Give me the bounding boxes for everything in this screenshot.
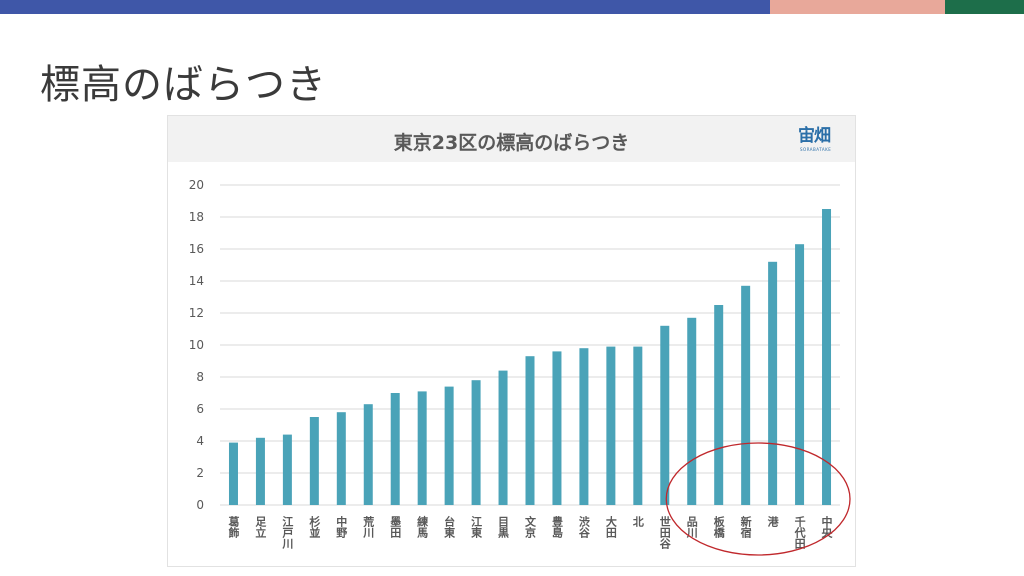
bar bbox=[660, 325, 670, 505]
chart-title: 東京23区の標高のばらつき bbox=[393, 132, 630, 154]
bar bbox=[552, 351, 562, 505]
y-tick-label: 16 bbox=[189, 242, 204, 256]
bar bbox=[525, 356, 535, 505]
x-tick-label: 港 bbox=[766, 515, 779, 528]
y-tick-label: 4 bbox=[196, 434, 204, 448]
x-tick-label: 中央 bbox=[820, 515, 833, 539]
x-tick-label: 江戸川 bbox=[281, 515, 295, 549]
x-tick-label: 墨田 bbox=[389, 516, 402, 539]
bar bbox=[606, 346, 616, 505]
bar bbox=[741, 285, 751, 505]
x-tick-label: 板橋 bbox=[712, 515, 725, 539]
bar bbox=[633, 346, 643, 505]
bar bbox=[336, 412, 346, 505]
y-tick-label: 8 bbox=[196, 370, 204, 384]
y-tick-label: 18 bbox=[189, 210, 204, 224]
y-tick-label: 10 bbox=[189, 338, 204, 352]
x-tick-label: 台東 bbox=[443, 515, 456, 539]
x-tick-label: 世田谷 bbox=[658, 515, 671, 550]
slide-title: 標高のばらつき bbox=[40, 62, 327, 108]
bar bbox=[363, 404, 373, 505]
chart-header bbox=[168, 116, 855, 162]
x-tick-label: 渋谷 bbox=[577, 515, 590, 539]
accent-segment-green bbox=[945, 0, 1024, 14]
y-tick-label: 12 bbox=[189, 306, 204, 320]
x-tick-label: 新宿 bbox=[739, 515, 752, 539]
logo-subtext: SORABATAKE bbox=[800, 147, 832, 152]
x-tick-label: 目黒 bbox=[497, 516, 510, 539]
sorabatake-logo: 宙畑 SORABATAKE bbox=[798, 126, 842, 156]
x-tick-label: 荒川 bbox=[362, 515, 376, 538]
bar bbox=[390, 393, 400, 505]
bar bbox=[687, 317, 697, 505]
highlight-ellipse bbox=[665, 442, 851, 556]
bar bbox=[255, 437, 265, 505]
bar bbox=[309, 417, 319, 505]
y-tick-label: 6 bbox=[196, 402, 204, 416]
bar bbox=[282, 434, 292, 505]
y-tick-label: 2 bbox=[196, 466, 204, 480]
x-tick-label: 葛飾 bbox=[227, 515, 241, 539]
x-tick-label: 中野 bbox=[335, 515, 348, 539]
x-tick-label: 千代田 bbox=[793, 515, 807, 550]
accent-segment-pink bbox=[770, 0, 945, 14]
chart-panel: 東京23区の標高のばらつき 宙畑 SORABATAKE 0 2 4 6 8 10 12 14 1… bbox=[167, 115, 856, 567]
bar bbox=[579, 348, 589, 505]
x-tick-label: 品川 bbox=[685, 516, 699, 538]
bar bbox=[768, 261, 778, 505]
bar bbox=[228, 442, 238, 505]
bar bbox=[471, 380, 481, 505]
bar bbox=[822, 209, 832, 505]
bar bbox=[498, 370, 508, 505]
x-tick-label: 足立 bbox=[254, 516, 267, 539]
x-tick-label: 大田 bbox=[604, 515, 617, 539]
x-tick-label: 文京 bbox=[524, 515, 537, 539]
bar bbox=[444, 386, 454, 505]
bar-chart: 0 2 4 6 8 10 12 14 16 18 20 葛飾 足立 江戸川 杉並 中野 荒川 墨田 練馬 台東 江東 目黒… bbox=[189, 178, 851, 556]
bar bbox=[714, 305, 724, 505]
logo-text: 宙畑 bbox=[798, 126, 831, 146]
y-tick-label: 14 bbox=[189, 274, 204, 288]
bar bbox=[795, 244, 805, 505]
top-accent-bar bbox=[0, 0, 1024, 14]
x-tick-label: 練馬 bbox=[416, 515, 429, 539]
y-tick-label: 20 bbox=[189, 178, 204, 192]
y-tick-label: 0 bbox=[196, 498, 204, 512]
x-tick-label: 江東 bbox=[470, 515, 483, 539]
accent-segment-blue bbox=[0, 0, 770, 14]
x-tick-label: 豊島 bbox=[550, 515, 563, 539]
bar bbox=[417, 391, 427, 505]
x-tick-label: 北 bbox=[631, 515, 644, 528]
x-tick-label: 杉並 bbox=[308, 515, 321, 539]
